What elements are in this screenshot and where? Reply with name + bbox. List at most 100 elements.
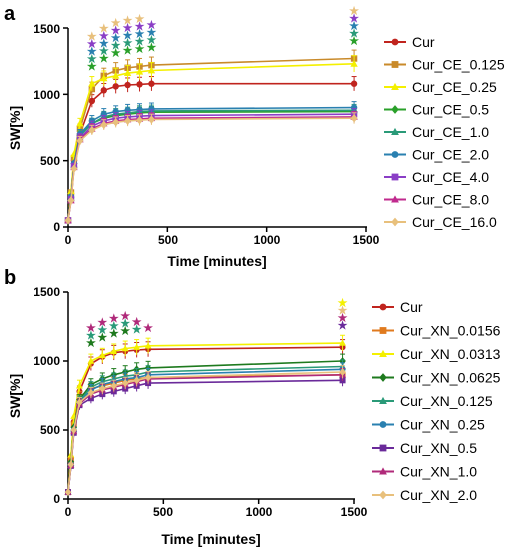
data-point [70, 426, 78, 434]
significance-star: ★ [111, 25, 121, 37]
significance-marks: ★★★★★★★★★★★★★★★★★★★★★★★★★★★★★★★★★★ [87, 6, 359, 73]
data-point [76, 398, 83, 407]
significance-star: ★ [349, 21, 359, 33]
significance-star: ★ [86, 338, 96, 350]
significance-star: ★ [97, 325, 107, 337]
legend-label: Cur_XN_2.0 [400, 487, 477, 503]
legend-item: Cur_CE_0.25 [384, 79, 497, 95]
series-line [67, 110, 355, 221]
data-point [136, 116, 144, 125]
data-point [64, 216, 72, 225]
significance-star: ★ [86, 330, 96, 342]
legend-label: Cur_CE_16.0 [412, 214, 497, 230]
data-point [67, 460, 75, 469]
x-ticks [67, 227, 367, 232]
x-tick-label: 500 [153, 505, 173, 519]
legend-marker [379, 327, 387, 334]
significance-star: ★ [99, 53, 109, 65]
significance-star: ★ [338, 312, 348, 324]
significance-star: ★ [99, 30, 109, 42]
legend-marker [379, 421, 387, 428]
data-point [99, 384, 106, 393]
significance-star: ★ [132, 316, 142, 328]
data-point [100, 87, 107, 94]
significance-star: ★ [123, 37, 133, 49]
legend-item: Cur [384, 34, 435, 50]
significance-star: ★ [338, 297, 348, 309]
data-point [144, 342, 152, 349]
significance-star: ★ [147, 27, 157, 39]
x-axis-title: Time [minutes] [167, 253, 266, 269]
data-point [147, 115, 155, 124]
series-Cur [64, 76, 358, 224]
legend-label: Cur_CE_0.125 [412, 57, 505, 73]
legend-label: Cur_XN_1.0 [400, 464, 477, 480]
significance-star: ★ [109, 313, 119, 325]
significance-star: ★ [132, 324, 142, 336]
series-Cur_XN_0.5 [65, 373, 346, 496]
significance-star: ★ [349, 6, 359, 18]
series-line [67, 371, 343, 493]
series-line [67, 117, 355, 221]
data-point [124, 81, 131, 89]
x-tick-label: 0 [65, 505, 72, 519]
significance-star: ★ [99, 23, 109, 35]
significance-star: ★ [87, 53, 97, 65]
series-Cur_XN_2.0 [64, 365, 346, 496]
legend-label: Cur_XN_0.125 [400, 393, 493, 409]
significance-star: ★ [120, 325, 130, 337]
series-line [67, 379, 343, 493]
significance-star: ★ [147, 35, 157, 47]
significance-star: ★ [86, 323, 96, 335]
legend-marker [379, 467, 387, 475]
legend-marker [391, 82, 399, 91]
data-point [133, 376, 140, 385]
x-tick-label: 500 [158, 233, 178, 247]
significance-star: ★ [87, 38, 97, 50]
data-point [76, 119, 84, 127]
y-tick-label: 500 [40, 423, 60, 437]
significance-star: ★ [97, 317, 107, 329]
legend-label: Cur_XN_0.0156 [400, 323, 501, 339]
series-Cur_CE_0.125 [64, 49, 358, 224]
data-point [112, 83, 119, 90]
series-line [67, 57, 355, 221]
significance-star: ★ [111, 40, 121, 52]
legend-item: Cur_XN_0.0313 [372, 346, 501, 362]
data-point [67, 196, 75, 205]
data-point [88, 79, 96, 87]
significance-star: ★ [349, 36, 359, 48]
data-point [112, 71, 120, 79]
data-point [123, 69, 132, 76]
data-point [135, 67, 144, 75]
legend-item: Cur_CE_8.0 [384, 192, 489, 208]
x-tick-label: 1500 [341, 505, 368, 519]
data-point [110, 381, 118, 390]
legend-item: Cur [372, 299, 423, 315]
data-point [112, 118, 120, 127]
series-Cur_CE_4.0 [64, 108, 358, 224]
legend-item: Cur_XN_0.0156 [372, 323, 501, 339]
legend-item: Cur_XN_0.0625 [372, 370, 501, 386]
legend-label: Cur_CE_0.25 [412, 79, 497, 95]
significance-star: ★ [338, 320, 348, 332]
data-point [64, 488, 72, 496]
legend-marker [379, 490, 387, 500]
significance-star: ★ [87, 61, 97, 73]
significance-star: ★ [109, 321, 119, 333]
y-axis-title: SW[%] [7, 106, 23, 150]
legend-marker [391, 195, 399, 203]
significance-marks: ★★★★★★★★★★★★★★★ ★★★★ [86, 297, 348, 349]
legend-item: Cur_CE_0.125 [384, 57, 505, 73]
data-point [76, 136, 84, 145]
legend-item: Cur_XN_1.0 [372, 464, 477, 480]
panel-letter-b: b [4, 267, 16, 289]
y-ticks [63, 291, 68, 500]
legend-marker [379, 396, 387, 405]
legend-marker [379, 373, 387, 382]
significance-star: ★ [123, 45, 133, 57]
significance-star: ★ [135, 36, 145, 48]
series-Cur_CE_8.0 [64, 110, 358, 224]
data-point [70, 164, 78, 173]
